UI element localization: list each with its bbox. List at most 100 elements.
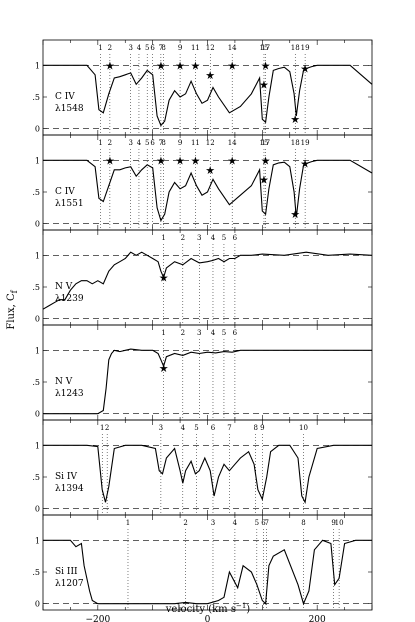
component-label: 5 [145,139,149,147]
flux-profile [43,159,373,222]
component-label: 3 [159,424,163,432]
star-marker: ★ [261,154,271,167]
line-label: λ1394 [55,484,84,494]
y-tick-label: 1 [35,156,40,165]
component-label: 2 [108,139,112,147]
component-label: 9 [178,139,182,147]
star-marker: ★ [300,63,310,76]
component-label: 14 [228,139,237,147]
y-tick-label: .5 [32,93,40,102]
y-tick-label: .5 [32,283,40,292]
component-label: 2 [105,424,109,432]
component-label: 8 [254,424,258,432]
y-tick-label: 0 [35,220,40,229]
component-label: 17 [261,44,270,52]
component-label: 1 [98,44,102,52]
star-marker: ★ [159,362,169,375]
component-label: 4 [181,424,186,432]
y-tick-label: .5 [32,473,40,482]
x-tick-label: 200 [309,615,326,622]
component-label: 5 [255,519,259,527]
component-label: 10 [335,519,344,527]
component-label: 15 [260,139,269,147]
component-label: 5 [145,44,149,52]
panel-frame [42,514,373,611]
component-label: 3 [211,519,215,527]
ion-label: N V [55,377,73,387]
y-tick-label: 0 [35,315,40,324]
component-label: 2 [181,234,185,242]
flux-profile [43,444,372,505]
line-label: λ1243 [55,389,84,399]
ion-label: Si III [55,567,78,577]
line-label: λ1548 [55,104,84,114]
star-marker: ★ [156,154,166,167]
component-label: 12 [206,44,215,52]
star-marker: ★ [156,59,166,72]
panel-3: 0 .5 1 1 2 3 4 5 6 ★ N V λ1239 [32,229,373,326]
component-label: 3 [197,329,201,337]
component-label: 5 [222,329,226,337]
component-label: 6 [150,44,155,52]
component-label: 3 [128,44,132,52]
component-label: 7 [264,519,268,527]
component-label: 8 [161,44,165,52]
component-label: 4 [211,329,216,337]
star-marker: ★ [175,154,185,167]
component-label: 1 [100,424,104,432]
component-label: 6 [211,424,216,432]
y-axis-label: Flux, Cf [6,289,19,329]
x-axis-label: velocity (km s−1) [165,602,251,615]
flux-profile [43,348,372,415]
y-tick-label: .5 [32,378,40,387]
component-label: 6 [233,329,238,337]
ion-label: Si IV [55,472,77,482]
component-label: 7 [159,139,163,147]
component-label: 4 [137,139,142,147]
x-axis-label-exp: −1 [236,602,246,610]
line-label: λ1239 [55,294,84,304]
y-tick-label: 1 [35,251,40,260]
y-tick-label: 1 [35,346,40,355]
component-label: 7 [227,424,231,432]
star-marker: ★ [105,154,115,167]
component-label: 5 [194,424,198,432]
component-label: 19 [301,44,310,52]
y-tick-label: 1 [35,536,40,545]
panel-frame [42,324,373,421]
y-tick-label: 0 [35,505,40,514]
component-label: 19 [301,139,310,147]
y-axis-label-main: Flux, C [6,293,17,330]
flux-profile [43,539,372,606]
component-label: 1 [161,329,165,337]
component-label: 1 [161,234,165,242]
component-label: 9 [331,519,335,527]
component-label: 8 [301,519,305,527]
component-label: 11 [191,139,200,147]
star-marker: ★ [261,59,271,72]
panel-4: 0 .5 1 1 2 3 4 5 6 ★ N V λ1243 [32,324,373,421]
component-label: 2 [183,519,187,527]
component-label: 7 [159,44,163,52]
x-axis-label-end: ) [246,604,250,615]
panel-frame [42,419,373,516]
component-label: 5 [222,234,226,242]
star-marker: ★ [227,59,237,72]
component-label: 12 [206,139,215,147]
star-marker: ★ [259,78,269,91]
star-marker: ★ [290,113,300,126]
y-tick-label: .5 [32,568,40,577]
star-marker: ★ [190,59,200,72]
panel-frame [42,39,373,136]
panel-6: 0 .5 1 1 2 3 4 5 67 8 910 Si III λ1207 [32,514,373,611]
component-label: 4 [137,44,142,52]
star-marker: ★ [190,154,200,167]
star-marker: ★ [205,69,215,82]
component-label: 2 [181,329,185,337]
component-label: 15 [260,44,269,52]
component-label: 10 [299,424,308,432]
component-label: 1 [98,139,102,147]
